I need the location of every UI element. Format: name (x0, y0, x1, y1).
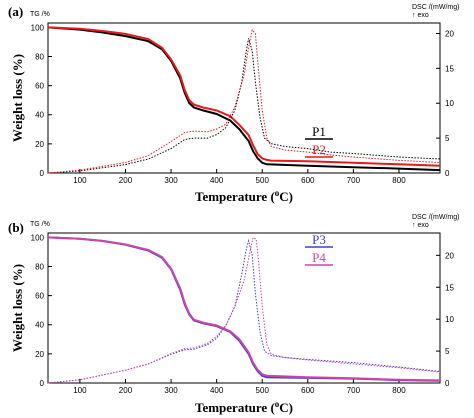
y2-tick-label: 15 (445, 64, 454, 73)
y-tick-label: 100 (31, 233, 45, 242)
x-tick-label: 600 (301, 176, 315, 185)
x-axis-label: Temperature (oC) (195, 399, 293, 415)
y-tick-label: 60 (35, 82, 44, 91)
x-tick-label: 600 (301, 386, 315, 395)
y-tick-label: 20 (35, 140, 44, 149)
x-tick-label: 200 (119, 386, 133, 395)
x-tick-label: 400 (210, 386, 224, 395)
plot-frame (47, 232, 441, 384)
plot-frame (47, 22, 441, 174)
x-tick-label: 300 (164, 176, 178, 185)
x-tick-label: 100 (73, 176, 87, 185)
legend-label-P3: P3 (312, 232, 326, 247)
legend-label-P4: P4 (312, 250, 326, 265)
y2-tick-label: 10 (445, 315, 454, 324)
y2-tick-label: 15 (445, 283, 454, 292)
panel-label: (b) (8, 220, 24, 235)
dsc-curve-3 (47, 28, 441, 174)
tg-unit-label: TG /% (30, 221, 50, 228)
y-axis-label: Weight loss (%) (10, 54, 25, 142)
tg-curve-1 (47, 236, 441, 382)
y-tick-label: 40 (35, 111, 44, 120)
tg-curve-0 (47, 26, 441, 172)
dsc-unit-label: DSC /(mW/mg) (412, 214, 459, 221)
x-tick-label: 800 (392, 176, 406, 185)
tg-unit-label: TG /% (30, 11, 50, 18)
x-tick-label: 700 (347, 176, 361, 185)
x-tick-label: 500 (256, 176, 270, 185)
panel-label: (a) (8, 4, 23, 19)
x-axis-label: Temperature (oC) (195, 188, 293, 204)
y-tick-label: 0 (40, 379, 45, 388)
legend-label-P1: P1 (312, 124, 326, 139)
x-tick-label: 200 (119, 176, 133, 185)
dsc-unit-label: DSC /(mW/mg) (412, 4, 459, 11)
x-tick-label: 400 (210, 176, 224, 185)
y2-tick-label: 5 (445, 134, 450, 143)
y-tick-label: 40 (35, 321, 44, 330)
x-tick-label: 100 (73, 386, 87, 395)
y2-tick-label: 20 (445, 29, 454, 38)
y2-tick-label: 0 (445, 379, 450, 388)
x-tick-label: 500 (256, 386, 270, 395)
y-tick-label: 60 (35, 292, 44, 301)
y2-tick-label: 0 (445, 169, 450, 178)
exo-direction-label: ↑ exo (412, 222, 429, 229)
y-tick-label: 80 (35, 52, 44, 61)
x-tick-label: 800 (392, 386, 406, 395)
dsc-curve-3 (47, 236, 441, 384)
y-tick-label: 80 (35, 262, 44, 271)
tg-curve-0 (47, 236, 441, 382)
y-tick-label: 20 (35, 350, 44, 359)
y-tick-label: 100 (31, 23, 45, 32)
x-tick-label: 300 (164, 386, 178, 395)
y2-tick-label: 5 (445, 347, 450, 356)
exo-direction-label: ↑ exo (412, 12, 429, 19)
x-tick-label: 700 (347, 386, 361, 395)
dsc-curve-2 (47, 238, 441, 384)
dsc-curve-2 (47, 38, 441, 174)
y-axis-label: Weight loss (%) (10, 264, 25, 352)
y-tick-label: 0 (40, 169, 45, 178)
y2-tick-label: 10 (445, 99, 454, 108)
y2-tick-label: 20 (445, 251, 454, 260)
tg-curve-1 (47, 26, 441, 167)
